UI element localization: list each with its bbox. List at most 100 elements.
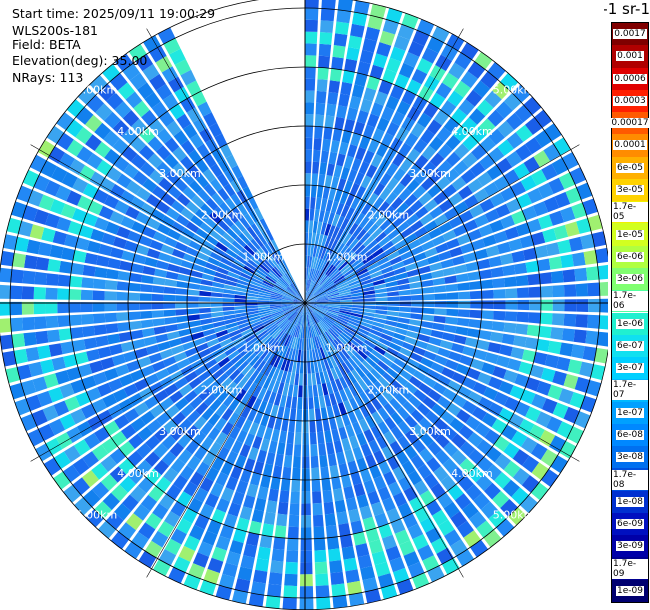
ray-bin	[190, 270, 203, 279]
ray-bin	[295, 420, 302, 433]
ray-bin	[142, 64, 160, 81]
ray-bin	[282, 306, 294, 312]
ray-bin	[358, 161, 370, 175]
ray-bin	[258, 247, 268, 259]
ray-bin	[488, 402, 504, 417]
ray-bin	[406, 269, 420, 278]
ray-bin	[308, 314, 314, 326]
ray-bin	[234, 415, 246, 430]
ray-bin	[161, 66, 179, 83]
ray-bin	[322, 248, 330, 261]
ray-bin	[351, 295, 364, 300]
colorbar-level: 1e-07	[612, 401, 648, 424]
ray-bin	[194, 257, 207, 267]
ray-bin	[193, 416, 207, 430]
ray-bin	[269, 297, 282, 301]
ray-bin	[309, 208, 315, 221]
ray-bin	[404, 381, 418, 395]
ray-bin	[282, 306, 294, 311]
ray-bin	[340, 204, 350, 218]
ray-bin	[305, 78, 316, 91]
colorbar-level: 6e-07	[612, 334, 648, 358]
ray-bin	[350, 315, 362, 321]
ray-bin	[209, 229, 222, 241]
ray-bin	[472, 381, 488, 395]
ray-bin	[174, 59, 191, 76]
ray-bin	[352, 446, 364, 460]
ray-bin	[259, 218, 269, 231]
ray-bin	[271, 291, 283, 297]
ray-bin	[339, 333, 350, 344]
ray-bin	[329, 342, 338, 354]
ray-bin	[521, 475, 540, 493]
ray-bin	[59, 383, 75, 399]
ray-bin	[386, 508, 401, 523]
ray-bin	[69, 302, 81, 313]
ray-bin	[355, 543, 370, 558]
ray-bin	[143, 336, 157, 347]
ray-bin	[299, 314, 303, 327]
ray-bin	[137, 356, 152, 368]
ray-bin	[352, 298, 364, 302]
ray-bin	[158, 252, 172, 263]
ray-bin	[375, 297, 388, 302]
ray-bin	[294, 303, 305, 308]
ray-bin	[140, 161, 156, 177]
ray-bin	[376, 341, 389, 351]
ray-bin	[246, 305, 258, 309]
ray-bin	[155, 368, 170, 381]
ray-bin	[398, 476, 413, 492]
ray-bin	[423, 473, 439, 489]
ray-bin	[305, 0, 319, 9]
colorbar-level: 3e-05	[612, 178, 648, 202]
ray-bin	[398, 312, 411, 319]
ray-bin	[374, 313, 387, 320]
ray-bin	[410, 245, 424, 256]
ray-bin	[285, 322, 294, 334]
ray-bin	[171, 248, 186, 259]
ray-bin	[307, 244, 311, 256]
ray-bin	[370, 3, 387, 19]
ray-bin	[128, 392, 144, 407]
ray-bin	[310, 337, 315, 350]
ray-bin	[403, 363, 417, 375]
ray-bin	[520, 175, 537, 192]
ray-bin	[316, 295, 328, 300]
ray-bin	[540, 299, 553, 311]
ray-bin	[83, 489, 101, 508]
ray-bin	[375, 301, 388, 306]
ray-bin	[320, 407, 328, 420]
ray-bin	[305, 303, 313, 313]
ray-bin	[404, 336, 417, 346]
ray-bin	[287, 526, 299, 539]
ray-bin	[269, 298, 282, 302]
ray-bin	[348, 35, 363, 50]
ray-bin	[474, 248, 489, 260]
ray-bin	[362, 516, 377, 532]
ray-bin	[366, 76, 380, 91]
ray-bin	[53, 451, 71, 469]
ray-bin	[142, 178, 158, 193]
ray-bin	[386, 367, 399, 379]
ray-bin	[515, 222, 531, 237]
ray-bin	[271, 239, 280, 252]
ray-bin	[95, 103, 113, 121]
ray-bin	[48, 387, 64, 403]
ray-bin	[159, 348, 174, 360]
ray-bin	[387, 306, 400, 312]
ray-bin	[113, 503, 132, 521]
ray-bin	[242, 200, 254, 213]
ray-bin	[261, 261, 272, 272]
ray-bin	[398, 188, 412, 202]
ray-bin	[281, 275, 291, 286]
ray-bin	[352, 421, 363, 435]
colorbar-level: 0.0017	[612, 23, 648, 46]
ray-bin	[460, 242, 474, 254]
ray-bin	[210, 297, 223, 302]
ray-bin	[222, 306, 235, 311]
ray-bin	[225, 551, 241, 566]
ray-bin	[296, 408, 302, 421]
ray-bin	[444, 207, 459, 221]
ray-bin	[409, 281, 422, 289]
ray-bin	[156, 412, 171, 426]
